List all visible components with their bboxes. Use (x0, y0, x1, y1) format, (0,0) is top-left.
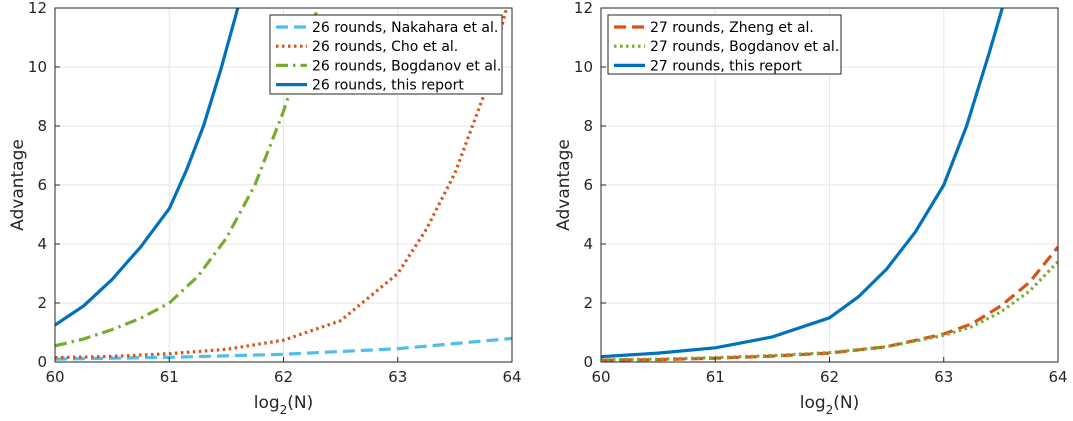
x-tick-label: 62 (820, 368, 839, 386)
y-tick-label: 6 (37, 176, 47, 194)
y-tick-label: 4 (583, 235, 593, 253)
legend-label-2: 27 rounds, Bogdanov et al. (650, 39, 839, 55)
series-group (601, 8, 1058, 362)
series-group (55, 8, 512, 361)
y-tick-label: 8 (583, 117, 593, 135)
y-tick-label: 6 (583, 176, 593, 194)
x-tick-label: 64 (1048, 368, 1067, 386)
legend-label-2: 26 rounds, Cho et al. (312, 39, 458, 55)
legend-box (607, 14, 842, 75)
y-tick-label: 2 (583, 294, 593, 312)
series-line-3 (55, 8, 320, 348)
legend-label-4: 26 rounds, this report (312, 78, 464, 94)
legend-label-1: 26 rounds, Nakahara et al. (312, 20, 498, 36)
series-line-3 (601, 8, 1004, 359)
series-line-4 (55, 8, 240, 327)
y-tick-label: 10 (574, 58, 593, 76)
x-tick-label: 64 (502, 368, 521, 386)
y-tick-label: 10 (28, 58, 47, 76)
y-tick-label: 12 (574, 0, 593, 17)
x-tick-label: 60 (591, 368, 610, 386)
series-line-2 (55, 8, 509, 360)
x-axis-label: log2(N) (800, 393, 860, 417)
legend-label-1: 27 rounds, Zheng et al. (650, 20, 814, 36)
y-axis-label: Advantage (8, 139, 28, 231)
y-tick-label: 0 (583, 353, 593, 371)
x-tick-label: 60 (45, 368, 64, 386)
x-tick-label: 63 (388, 368, 407, 386)
series-line-1 (601, 245, 1058, 362)
y-tick-label: 8 (37, 117, 47, 135)
x-axis-label: log2(N) (254, 393, 314, 417)
y-tick-label: 4 (37, 235, 47, 253)
chart-panel-2: 60 61 62 63 64 0 2 4 6 8 10 12 log2(N) Advantage 27 ro… (554, 0, 1068, 417)
chart-panel-1: 60 61 62 63 64 0 2 4 6 8 10 12 log2(N) Advantage 26 ro… (8, 0, 522, 417)
legend-box (269, 14, 503, 95)
series-line-1 (55, 336, 512, 361)
y-tick-label: 2 (37, 294, 47, 312)
y-axis-label: Advantage (554, 139, 574, 231)
x-tick-label: 63 (934, 368, 953, 386)
legend: 26 rounds, Nakahara et al. 26 rounds, Cho… (269, 14, 503, 95)
x-tick-label: 61 (706, 368, 725, 386)
x-tick-label: 62 (274, 368, 293, 386)
legend-label-3: 26 rounds, Bogdanov et al. (312, 58, 501, 74)
y-tick-label: 0 (37, 353, 47, 371)
legend-label-3: 27 rounds, this report (650, 58, 802, 74)
x-tick-label: 61 (160, 368, 179, 386)
y-tick-label: 12 (28, 0, 47, 17)
legend: 27 rounds, Zheng et al. 27 rounds, Bogdan… (607, 14, 842, 75)
